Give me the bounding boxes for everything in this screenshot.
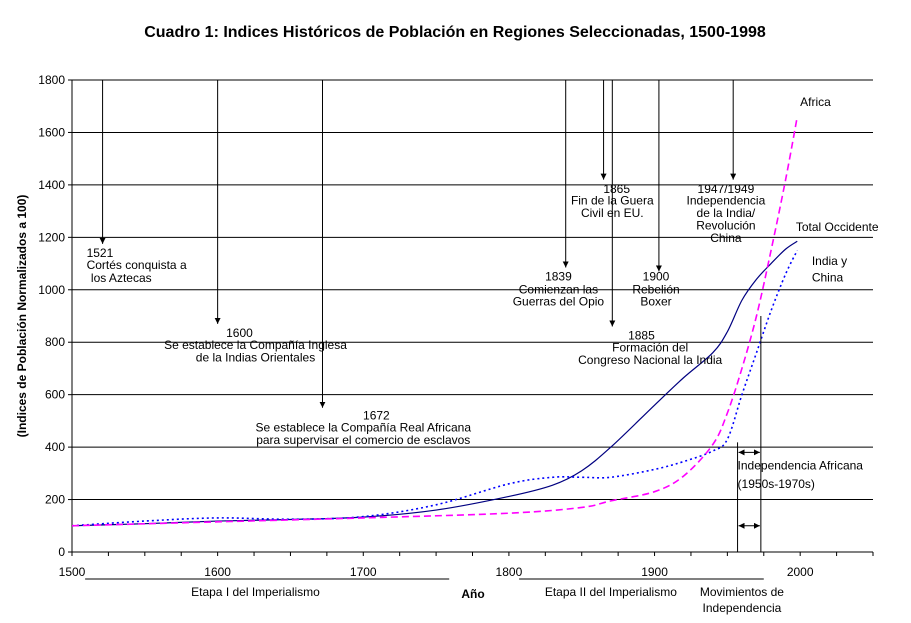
event-label: los Aztecas <box>91 271 152 285</box>
series-label: Total Occidente <box>796 220 879 234</box>
period-label: Independencia <box>703 601 782 615</box>
y-tick-label: 0 <box>58 545 65 559</box>
series-labels: Africa Total Occidente India y China <box>796 95 879 284</box>
x-tick-label: 1800 <box>496 565 523 579</box>
y-tick-labels: 0 200 400 600 800 1000 1200 1400 1600 1800 <box>38 73 72 559</box>
y-tick-label: 800 <box>45 335 65 349</box>
series-line-total-occidente <box>71 240 798 527</box>
event-label: Formación del <box>612 340 688 354</box>
series-label: China <box>812 270 844 284</box>
period-label: Etapa I del Imperialismo <box>191 585 320 599</box>
event-label: Guerras del Opio <box>513 295 605 309</box>
x-tick-label: 2000 <box>787 565 814 579</box>
series-label: Africa <box>800 95 831 109</box>
y-tick-label: 1200 <box>38 230 65 244</box>
y-tick-label: 1000 <box>38 283 65 297</box>
period-label: Movimientos de <box>700 585 784 599</box>
chart-title: Cuadro 1: Indices Históricos de Població… <box>144 24 766 41</box>
event-label: Comienzan las <box>519 283 598 297</box>
y-tick-label: 1800 <box>38 73 65 87</box>
period-label: Etapa II del Imperialismo <box>545 585 677 599</box>
event-label: 1672 <box>363 409 390 423</box>
x-tick-label: 1700 <box>350 565 377 579</box>
y-axis-title: (Indices de Población Normalizados a 100… <box>15 195 29 438</box>
independence-label: Independencia Africana <box>738 458 864 472</box>
event-label: China <box>710 231 742 245</box>
y-tick-label: 1600 <box>38 125 65 139</box>
event-label: 1900 <box>643 270 670 284</box>
event-label: para supervisar el comercio de esclavos <box>256 433 470 447</box>
period-labels: Etapa I del Imperialismo Etapa II del Imp… <box>85 578 784 615</box>
event-label: 1521 <box>87 246 114 260</box>
event-label: Cortés conquista a <box>87 258 187 272</box>
event-label: Se establece la Compañía Inglesa <box>164 338 347 352</box>
y-tick-label: 400 <box>45 440 65 454</box>
x-tick-labels: 1500 1600 1700 1800 1900 2000 <box>59 552 874 579</box>
series-line-india-y-china <box>71 250 798 527</box>
event-label: 1885 <box>628 329 655 343</box>
series-label: India y <box>812 254 847 268</box>
event-label: Rebelión <box>632 283 679 297</box>
series-lines <box>71 116 799 527</box>
event-label: 1839 <box>545 270 572 284</box>
y-tick-label: 600 <box>45 388 65 402</box>
event-label: Se establece la Compañía Real Africana <box>256 420 472 434</box>
event-label: 1600 <box>226 326 253 340</box>
independence-label: (1950s-1970s) <box>738 477 815 491</box>
event-label: Independencia <box>687 194 766 208</box>
x-tick-label: 1900 <box>641 565 668 579</box>
event-label: de la Indias Orientales <box>196 350 315 364</box>
y-tick-label: 1400 <box>38 178 65 192</box>
x-tick-label: 1600 <box>204 565 231 579</box>
series-line-africa <box>71 116 799 527</box>
event-label: Revolución <box>696 218 755 232</box>
gridlines <box>72 79 873 501</box>
event-label: 1865 <box>603 182 630 196</box>
y-tick-label: 200 <box>45 493 65 507</box>
x-tick-label: 1500 <box>59 565 86 579</box>
african-independence-annotation: Independencia Africana (1950s-1970s) <box>737 316 864 552</box>
event-label: de la India/ <box>697 206 756 220</box>
x-axis-title: Año <box>461 587 484 601</box>
event-label: Boxer <box>640 295 671 309</box>
event-label: 1947/1949 <box>698 182 755 196</box>
event-label: Congreso Nacional la India <box>578 353 722 367</box>
